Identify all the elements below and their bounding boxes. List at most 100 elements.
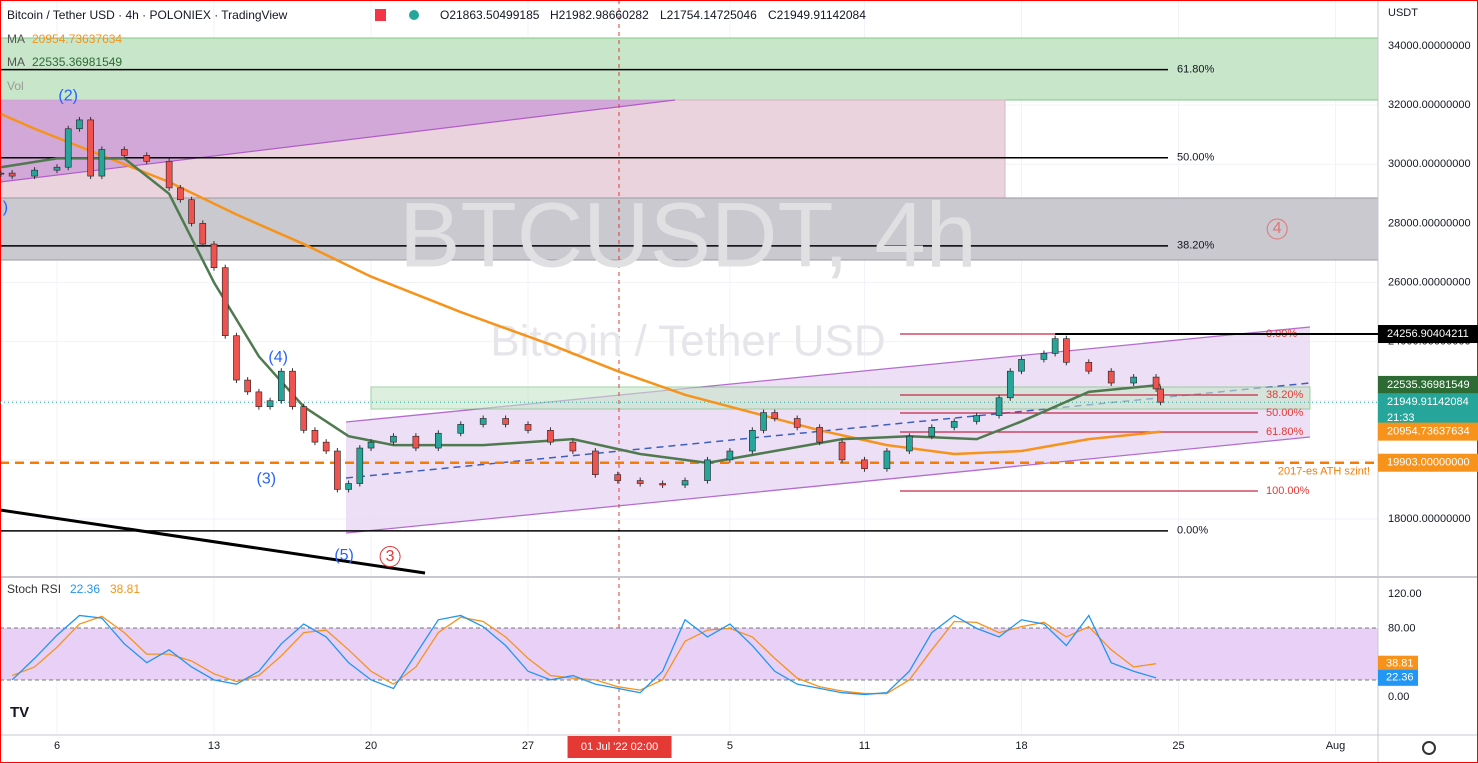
candle <box>614 474 622 481</box>
candle <box>289 370 296 407</box>
candle <box>210 243 218 269</box>
fib-label: 50.00% <box>1266 407 1304 419</box>
candle <box>524 424 532 431</box>
crosshair-label: 01 Jul '22 02:00 <box>581 741 658 753</box>
candle <box>367 441 375 449</box>
candle <box>636 480 644 484</box>
candle <box>322 441 330 452</box>
ath-note: 2017-es ATH szint! <box>1278 466 1370 478</box>
candle <box>199 223 207 245</box>
candle <box>98 149 106 177</box>
candle <box>726 450 734 461</box>
candle <box>233 335 240 381</box>
logo[interactable]: TV <box>10 704 29 721</box>
candle <box>883 450 891 470</box>
x-tick-label: 20 <box>365 740 377 752</box>
candle <box>771 412 779 419</box>
candle <box>255 391 263 407</box>
price-label-bg <box>1378 453 1478 472</box>
candle <box>547 430 554 443</box>
wave-label: 4 <box>1273 220 1282 237</box>
stoch-k: 22.36 <box>70 582 100 596</box>
fib-label: 38.20% <box>1266 389 1304 401</box>
candle <box>457 424 465 434</box>
price-label-bg <box>1378 393 1478 428</box>
stoch-d: 38.81 <box>110 582 140 596</box>
wave-label: (3) <box>256 470 276 487</box>
wave-label: (4) <box>268 349 288 366</box>
price-label-bg <box>1378 375 1478 394</box>
ohlc-low: L21754.14725046 <box>660 8 757 22</box>
candle <box>1018 359 1025 372</box>
x-tick-label: 6 <box>54 740 60 752</box>
candle <box>266 400 274 407</box>
fib-label: 50.00% <box>1177 152 1215 164</box>
zone-box <box>370 386 1311 410</box>
candle <box>87 119 94 177</box>
candle <box>592 450 599 475</box>
candle <box>950 421 958 428</box>
currency-selector[interactable]: USDT <box>1388 7 1418 19</box>
candle <box>569 441 577 452</box>
ohlc-open: O21863.50499185 <box>440 8 540 22</box>
x-tick-label: Aug <box>1326 740 1346 752</box>
candle <box>681 480 689 486</box>
indicator-value: 20954.73637634 <box>32 32 122 46</box>
candle <box>120 149 128 156</box>
wave-circle <box>379 546 401 568</box>
candle <box>277 370 285 402</box>
flag-icon[interactable] <box>375 9 386 21</box>
stoch-value-bg <box>1378 669 1418 686</box>
candle <box>479 418 487 425</box>
candle <box>1157 388 1164 403</box>
candle <box>1006 370 1014 399</box>
price-label-bg <box>1378 422 1478 441</box>
channel-bottom <box>345 436 1311 534</box>
y-tick-label: 30000.00000000 <box>1388 158 1471 170</box>
moving-average <box>0 157 1161 465</box>
candle <box>1040 353 1048 360</box>
candle <box>244 379 251 393</box>
candle <box>906 435 913 452</box>
candle <box>143 155 151 162</box>
candle <box>1152 376 1160 390</box>
candle <box>502 418 509 425</box>
candle <box>861 459 868 470</box>
wave-label: (5) <box>334 547 354 564</box>
candle <box>165 160 173 189</box>
stoch-name: Stoch RSI <box>7 582 61 596</box>
ohlc-close: C21949.91142084 <box>768 8 866 22</box>
candle <box>31 169 38 177</box>
y-tick-label: 18000.00000000 <box>1388 513 1471 525</box>
candle <box>973 415 980 422</box>
candle <box>412 435 420 449</box>
stoch-line <box>11 614 1157 696</box>
candle <box>1085 362 1093 372</box>
volume-label: Vol <box>7 79 24 93</box>
settings-icon[interactable] <box>1422 741 1436 755</box>
x-tick-label: 5 <box>727 740 733 752</box>
watermark: BTCUSDT, 4h <box>399 184 977 286</box>
candle <box>816 427 823 443</box>
price-label: 20954.73637634 <box>1387 426 1470 438</box>
stoch-tick-label: 120.00 <box>1388 588 1422 600</box>
trend-line <box>0 508 426 575</box>
candle <box>1107 370 1115 384</box>
wave-label: (2) <box>58 87 78 104</box>
candle <box>64 128 72 168</box>
symbol-title: Bitcoin / Tether USD · 4h · POLONIEX · T… <box>7 8 288 22</box>
trend-line <box>0 99 676 183</box>
candle <box>1051 338 1059 354</box>
candle <box>188 199 195 224</box>
y-tick-label: 32000.00000000 <box>1388 99 1471 111</box>
candle <box>760 412 767 431</box>
candle <box>995 397 1003 416</box>
wave-label: ) <box>3 199 8 216</box>
candle <box>749 430 756 452</box>
indicator-name: MA <box>7 55 25 69</box>
price-label-bg <box>1378 325 1478 344</box>
fib-label: 100.00% <box>1266 485 1310 497</box>
candle <box>390 435 397 443</box>
